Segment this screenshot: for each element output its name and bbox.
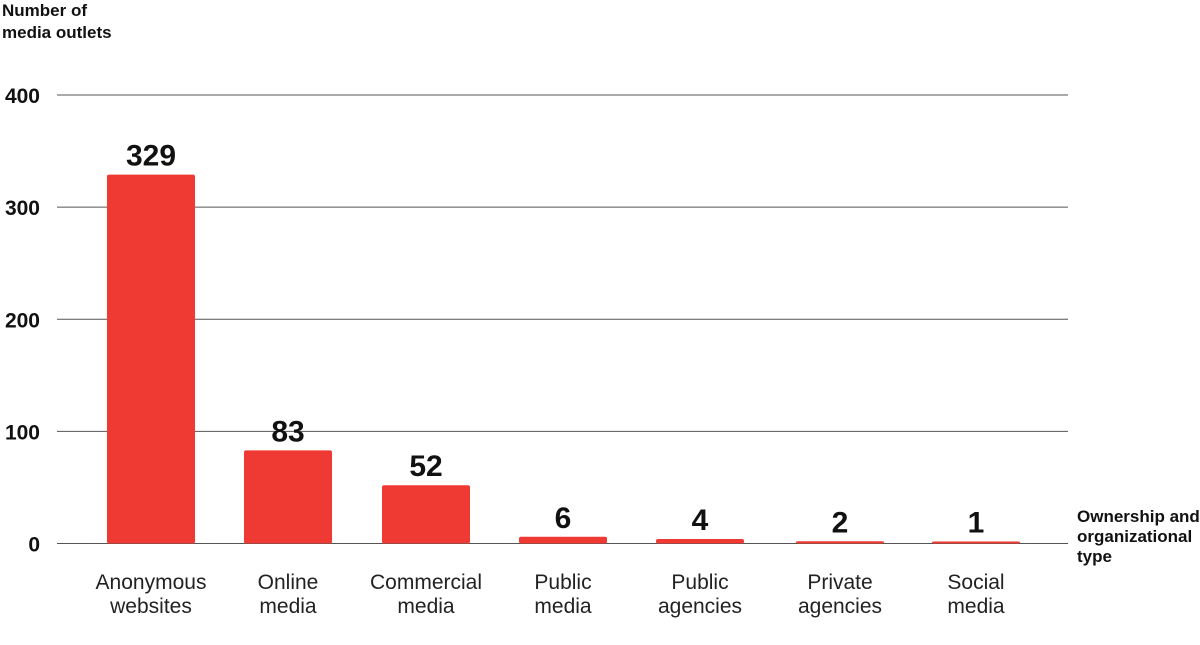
x-tick-label: media [947,595,1005,618]
bar [656,539,744,544]
x-tick-label: media [534,595,592,618]
x-axis-title: Ownership and organizational type [1077,507,1200,566]
x-tick-label: Public [534,571,591,594]
gridlines [57,94,1068,544]
y-tick-label: 300 [5,197,40,220]
x-tick-label: Private [807,571,872,594]
y-tick-label: 100 [5,421,40,444]
x-tick-labels: AnonymouswebsitesOnlinemediaCommercialme… [96,571,1005,618]
data-label: 329 [126,140,176,173]
x-tick-label: agencies [798,595,882,618]
data-label: 1 [968,507,985,540]
x-tick-label: Commercial [370,571,482,594]
data-labels: 329 83 52 6 4 2 1 [126,140,984,540]
bar [382,485,470,544]
y-tick-label: 400 [5,85,40,108]
data-label: 52 [409,450,442,483]
y-tick-label: 200 [5,309,40,332]
bars [107,174,1020,544]
bar [519,536,607,544]
bar [932,541,1020,544]
x-tick-label: media [397,595,455,618]
x-tick-label: Online [258,571,319,594]
y-tick-label: 0 [28,534,40,557]
x-tick-label: agencies [658,595,742,618]
x-tick-label: media [259,595,317,618]
bar [796,541,884,544]
x-tick-label: websites [109,595,192,618]
y-axis-title: Number of media outlets [2,1,112,42]
data-label: 83 [271,415,304,448]
x-tick-label: Social [947,571,1004,594]
y-tick-labels: 0 100 200 300 400 [5,85,40,557]
bar [244,450,332,544]
x-tick-label: Public [671,571,728,594]
data-label: 2 [832,506,849,539]
bar [107,174,195,544]
data-label: 6 [555,502,572,535]
data-label: 4 [692,504,709,537]
x-tick-label: Anonymous [96,571,207,594]
